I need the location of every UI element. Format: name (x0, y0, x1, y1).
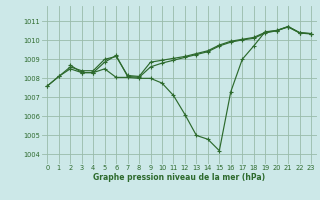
X-axis label: Graphe pression niveau de la mer (hPa): Graphe pression niveau de la mer (hPa) (93, 173, 265, 182)
